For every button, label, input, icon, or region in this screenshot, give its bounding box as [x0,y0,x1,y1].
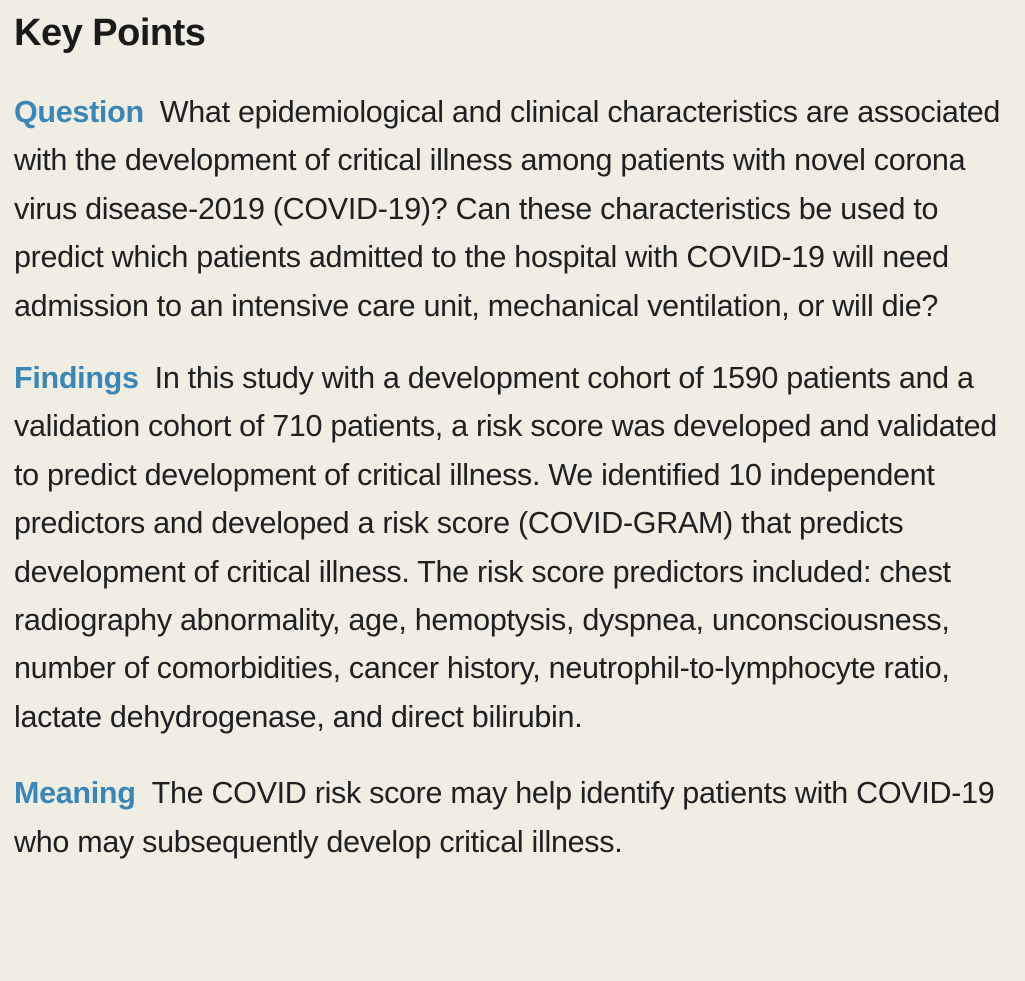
question-label: Question [14,95,144,129]
question-section: Question What epidemiological and clinica… [14,88,1011,330]
meaning-section: Meaning The COVID risk score may help ide… [14,769,1011,866]
meaning-label: Meaning [14,776,136,811]
meaning-text: The COVID risk score may help identify p… [14,776,995,859]
findings-text: In this study with a development cohort … [14,361,997,734]
findings-label: Findings [14,361,139,396]
key-points-title: Key Points [14,12,206,54]
question-text: What epidemiological and clinical charac… [14,95,1001,323]
findings-section: Findings In this study with a development… [14,354,1011,741]
